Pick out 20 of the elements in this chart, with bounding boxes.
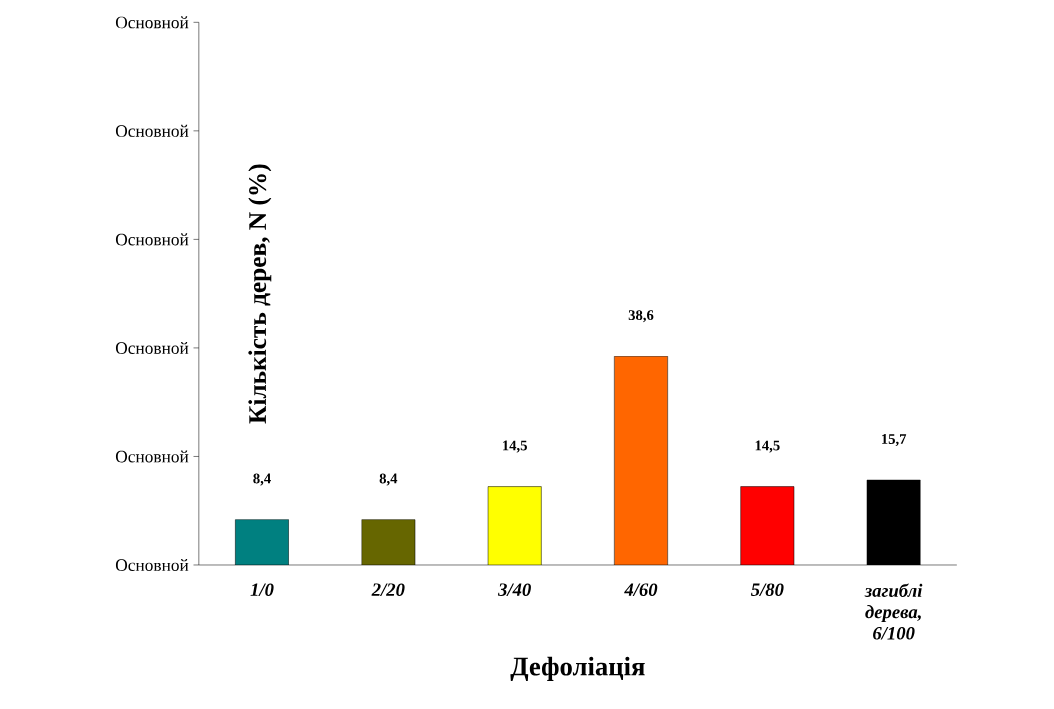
text: Основной <box>115 450 189 463</box>
x-tick-label: 2/20 <box>371 583 405 596</box>
data-label: 14,5 <box>755 440 780 453</box>
data-label: 38,6 <box>628 310 654 323</box>
data-label: 15,7 <box>882 434 907 447</box>
text: Основной <box>115 558 189 571</box>
x-tick-label: 4/60 <box>624 583 658 596</box>
x-tick-label: 3/40 <box>497 583 531 596</box>
data-label: 14,5 <box>503 440 527 453</box>
y-axis-title: Кількість дерев, N (%) <box>248 164 272 424</box>
x-tick-label: 5/80 <box>750 583 784 596</box>
x-axis-title: Дефоліація <box>510 656 645 681</box>
text: Основной <box>115 233 189 246</box>
x-tick-label: 1/0 <box>250 583 274 596</box>
data-label: 8,4 <box>379 473 398 486</box>
text: Основной <box>115 124 189 137</box>
text: Основной <box>115 16 189 29</box>
text: Основной <box>115 341 189 354</box>
data-label: 8,4 <box>253 473 271 486</box>
x-tick-label: загиблі дерева, 6/100 <box>864 583 923 640</box>
